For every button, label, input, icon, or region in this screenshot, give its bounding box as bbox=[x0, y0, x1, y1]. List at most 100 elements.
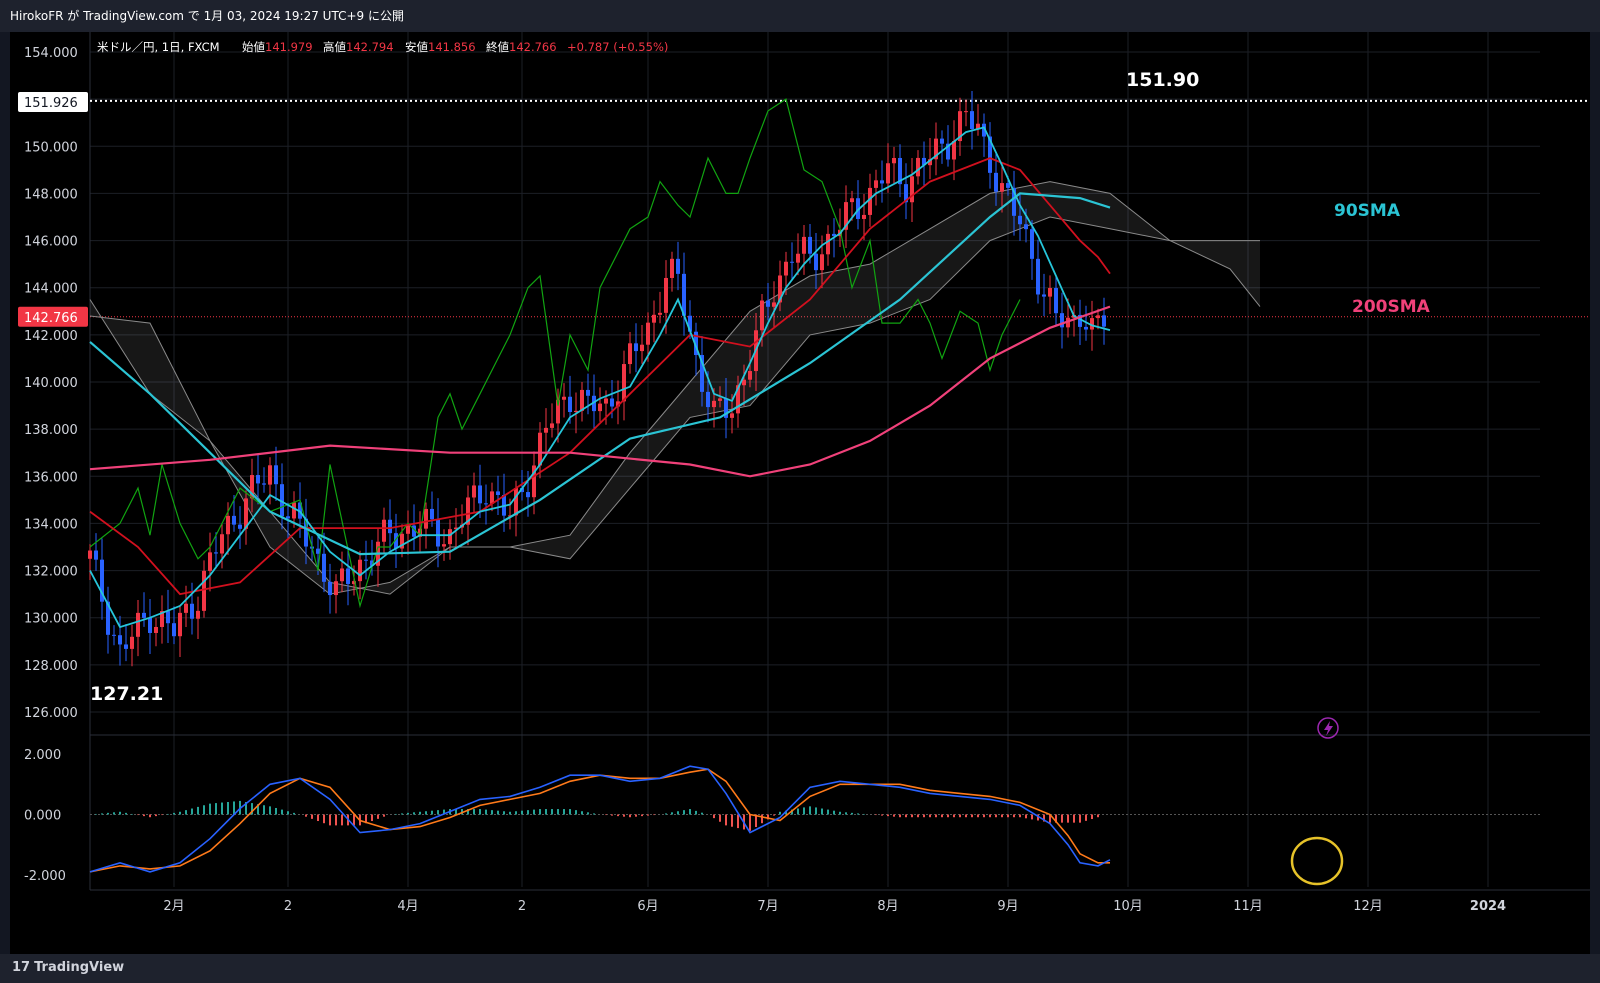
cloud-fill bbox=[90, 181, 1260, 595]
candle-body bbox=[736, 385, 740, 414]
low-value: 141.856 bbox=[428, 40, 476, 54]
candle-body bbox=[790, 261, 794, 263]
candle-body bbox=[670, 258, 674, 278]
candle-body bbox=[772, 302, 776, 307]
candle-body bbox=[946, 143, 950, 160]
candle-body bbox=[814, 253, 818, 271]
candle-body bbox=[712, 400, 716, 408]
chart-area[interactable]: 154.000152.000150.000148.000146.000144.0… bbox=[10, 32, 1600, 954]
time-tick-label: 10月 bbox=[1113, 899, 1143, 914]
candle-body bbox=[442, 544, 446, 547]
candle-body bbox=[346, 568, 350, 585]
price-tick-label: 146.000 bbox=[24, 235, 78, 250]
candle-body bbox=[232, 515, 236, 525]
time-tick-label: 11月 bbox=[1233, 899, 1263, 914]
macd-signal-line bbox=[89, 768, 1110, 873]
candle-body bbox=[1084, 326, 1088, 330]
candle-body bbox=[304, 518, 308, 547]
candle-body bbox=[406, 525, 410, 534]
time-tick-label: 8月 bbox=[877, 899, 898, 914]
candle-body bbox=[436, 519, 440, 547]
macd-tick-label: 0.000 bbox=[24, 809, 61, 824]
candle-body bbox=[394, 533, 398, 549]
candle-body bbox=[556, 399, 560, 424]
close-label: 終値 bbox=[486, 40, 509, 54]
candle-body bbox=[448, 529, 452, 545]
price-tick-label: 132.000 bbox=[24, 565, 78, 580]
candle-body bbox=[934, 138, 938, 160]
candle-body bbox=[628, 343, 632, 365]
candle-body bbox=[364, 559, 368, 561]
candle-body bbox=[646, 322, 650, 345]
legend-open: 始値141.979 bbox=[242, 40, 313, 54]
candle-body bbox=[196, 610, 200, 619]
lightning-icon bbox=[1324, 721, 1333, 736]
senkou-span-b bbox=[89, 216, 1260, 595]
candle-body bbox=[244, 498, 248, 529]
candle-body bbox=[478, 485, 482, 504]
high-value: 142.794 bbox=[346, 40, 394, 54]
candle-body bbox=[1030, 229, 1034, 259]
candle-body bbox=[634, 343, 638, 352]
candle-body bbox=[976, 123, 980, 129]
candle-body bbox=[328, 581, 332, 596]
candle-body bbox=[1054, 288, 1058, 314]
candle-body bbox=[676, 258, 680, 274]
kijun-sen-line bbox=[89, 157, 1111, 596]
time-tick-label: 6月 bbox=[637, 899, 658, 914]
candle-body bbox=[1024, 224, 1028, 230]
candle-body bbox=[208, 552, 212, 571]
candle-body bbox=[694, 331, 698, 356]
candle-body bbox=[940, 138, 944, 144]
price-tick-label: 134.000 bbox=[24, 517, 78, 532]
candle-body bbox=[1096, 315, 1100, 319]
senkou-span-a bbox=[89, 181, 1261, 595]
sma200-line bbox=[89, 305, 1111, 478]
candle-body bbox=[622, 364, 626, 402]
footer-bar: 17 TradingView bbox=[0, 954, 1600, 983]
candle-body bbox=[580, 389, 584, 411]
candle-body bbox=[214, 552, 218, 554]
time-tick-label: 2 bbox=[284, 899, 292, 914]
candle-body bbox=[802, 236, 806, 254]
candle-body bbox=[610, 398, 614, 407]
candle-body bbox=[130, 636, 134, 649]
alert-icon[interactable] bbox=[1317, 717, 1339, 739]
candle-body bbox=[532, 465, 536, 498]
candle-body bbox=[202, 570, 206, 611]
price-tick-label: 154.000 bbox=[24, 46, 78, 61]
candle-body bbox=[652, 314, 656, 323]
candle-body bbox=[832, 233, 836, 237]
candle-body bbox=[550, 423, 554, 428]
legend-high: 高値142.794 bbox=[323, 40, 394, 54]
candle-body bbox=[598, 403, 602, 412]
candle-body bbox=[904, 184, 908, 203]
chart-svg[interactable]: 154.000152.000150.000148.000146.000144.0… bbox=[10, 32, 1600, 954]
tradingview-brand[interactable]: 17 TradingView bbox=[12, 960, 124, 975]
low-label: 安値 bbox=[405, 40, 428, 54]
candle-body bbox=[1006, 183, 1010, 188]
open-value: 141.979 bbox=[265, 40, 313, 54]
candle-body bbox=[136, 612, 140, 637]
legend-close: 終値142.766 bbox=[486, 40, 557, 54]
candle-body bbox=[172, 623, 176, 637]
candle-body bbox=[808, 236, 812, 254]
candle-body bbox=[124, 644, 128, 649]
candle-body bbox=[250, 475, 254, 499]
candle-body bbox=[154, 626, 158, 633]
candle-body bbox=[604, 398, 608, 404]
candle-body bbox=[538, 432, 542, 466]
candle-body bbox=[730, 413, 734, 418]
candle-body bbox=[994, 172, 998, 192]
candle-body bbox=[490, 491, 494, 504]
candle-body bbox=[616, 401, 620, 407]
candle-body bbox=[826, 233, 830, 255]
legend-change: +0.787 (+0.55%) bbox=[567, 40, 668, 54]
candle-body bbox=[316, 548, 320, 554]
candle-body bbox=[700, 355, 704, 392]
legend-line: 米ドル／円, 1日, FXCM 始値141.979 高値142.794 安値14… bbox=[97, 40, 668, 54]
candle-body bbox=[970, 111, 974, 129]
candle-body bbox=[148, 617, 152, 633]
candle-body bbox=[784, 261, 788, 276]
candle-body bbox=[220, 534, 224, 554]
